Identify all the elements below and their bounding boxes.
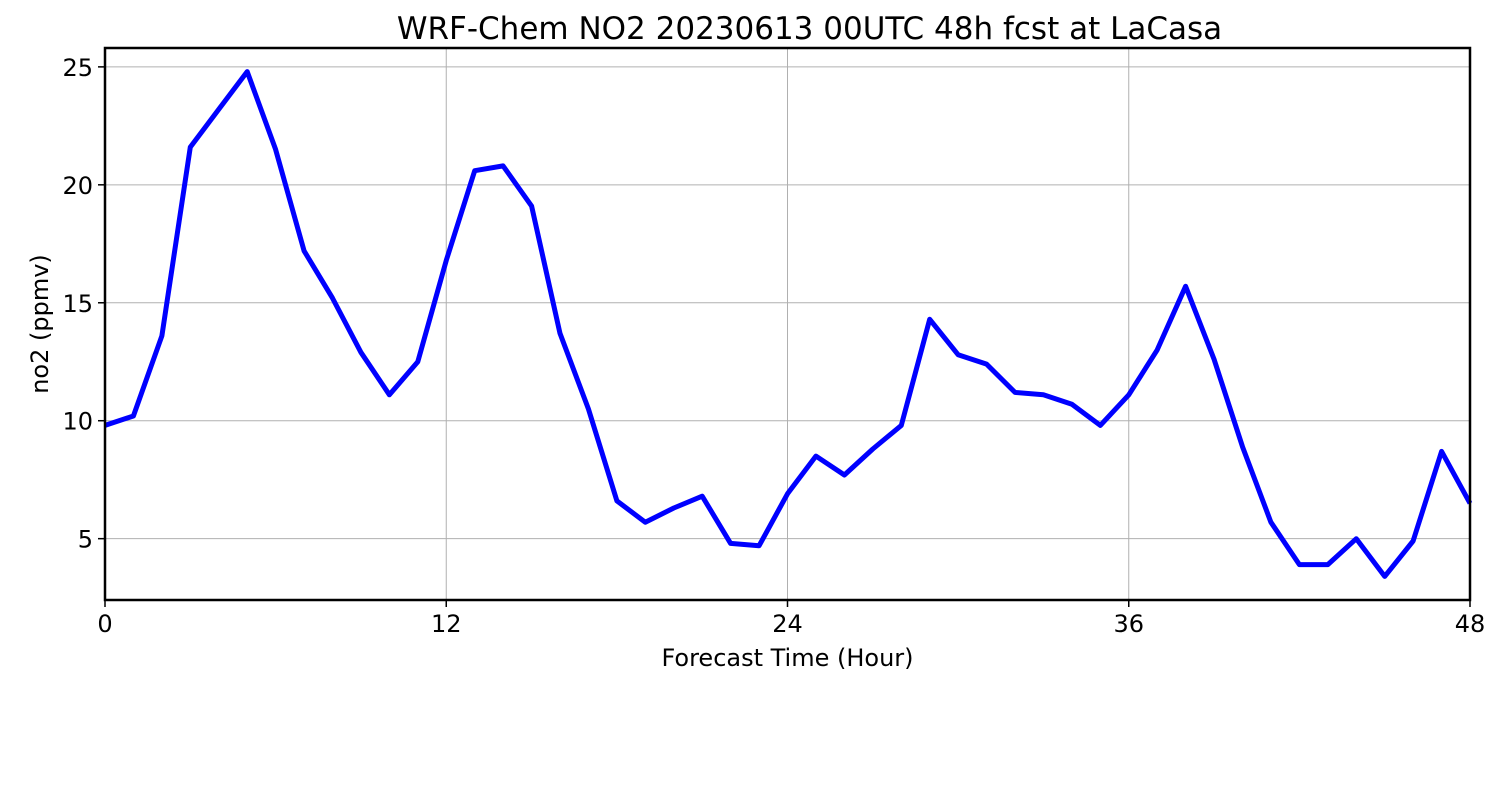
y-tick-label: 10 (62, 408, 93, 436)
chart-title: WRF-Chem NO2 20230613 00UTC 48h fcst at … (397, 11, 1222, 47)
x-tick-label: 48 (1455, 610, 1486, 638)
y-tick-label: 15 (62, 290, 93, 318)
y-tick-label: 5 (78, 526, 93, 554)
x-axis-label: Forecast Time (Hour) (661, 644, 913, 672)
y-axis-label: no2 (ppmv) (26, 254, 54, 394)
series-line-0 (104, 69, 1473, 579)
series-layer (104, 69, 1473, 579)
y-tick-label: 25 (62, 54, 93, 82)
x-tick-label: 0 (97, 610, 112, 638)
x-tick-label: 24 (772, 610, 803, 638)
tick-layer: 0 12 24 36 48 5 10 15 20 25 (62, 54, 1485, 638)
x-tick-label: 12 (431, 610, 462, 638)
grid-layer (104, 48, 1471, 600)
y-tick-label: 20 (62, 172, 93, 200)
x-tick-label: 36 (1113, 610, 1144, 638)
